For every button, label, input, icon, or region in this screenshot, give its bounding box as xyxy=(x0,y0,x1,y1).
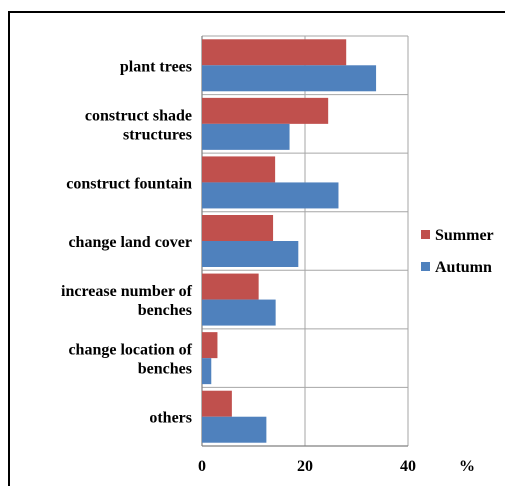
bar-summer-2 xyxy=(202,156,276,183)
bar-autumn-1 xyxy=(202,123,290,150)
bar-autumn-0 xyxy=(202,65,377,92)
category-labels: plant trees construct shade structures cons… xyxy=(61,58,193,426)
x-axis-label: % xyxy=(459,458,475,475)
legend: Summer Autumn xyxy=(421,227,494,276)
x-tick-labels: 0 20 40 xyxy=(198,458,416,475)
category-label: plant trees xyxy=(120,58,192,75)
bar-summer-1 xyxy=(202,97,329,124)
bar-autumn-5 xyxy=(202,358,212,385)
x-tick-label: 0 xyxy=(198,458,206,475)
category-label: increase number of benches xyxy=(61,283,193,319)
bar-summer-5 xyxy=(202,332,218,359)
bar-summer-3 xyxy=(202,215,274,241)
category-label: construct fountain xyxy=(66,175,192,192)
category-label: change location of benches xyxy=(68,342,192,378)
category-label: construct shade structures xyxy=(85,107,192,143)
bar-autumn-4 xyxy=(202,299,276,326)
category-label: change land cover xyxy=(68,234,192,251)
legend-swatch-summer xyxy=(421,230,430,239)
bar-summer-0 xyxy=(202,39,347,66)
legend-label-summer: Summer xyxy=(435,227,494,244)
bar-autumn-6 xyxy=(202,416,267,443)
bar-summer-4 xyxy=(202,273,259,300)
legend-label-autumn: Autumn xyxy=(435,259,492,276)
bar-autumn-2 xyxy=(202,182,339,209)
legend-swatch-autumn xyxy=(421,262,430,271)
bars xyxy=(202,39,377,443)
category-label: others xyxy=(149,410,192,427)
chart-frame xyxy=(8,11,505,486)
bar-summer-6 xyxy=(202,390,232,417)
x-tick-label: 20 xyxy=(297,458,313,475)
bar-autumn-3 xyxy=(202,241,299,267)
x-tick-label: 40 xyxy=(400,458,416,475)
